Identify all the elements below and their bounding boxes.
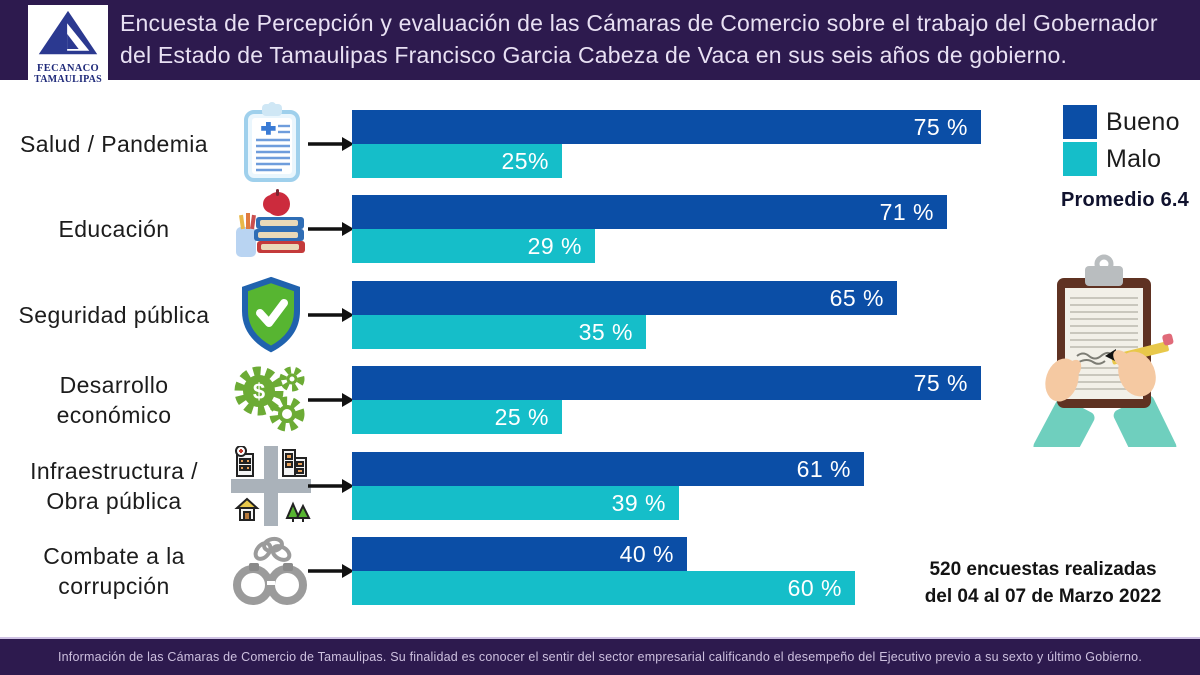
bar-value-label: 25%	[501, 148, 549, 174]
legend-item-bueno: Bueno	[1063, 105, 1180, 139]
footer-text: Información de las Cámaras de Comercio d…	[57, 650, 1143, 664]
arrow-icon	[308, 135, 354, 153]
bar-value-label: 71 %	[879, 199, 934, 225]
legend-label-bueno: Bueno	[1106, 107, 1180, 136]
bar-malo: 25%	[352, 144, 562, 178]
category-label: Salud / Pandemia	[20, 131, 208, 157]
bar-value-label: 25 %	[494, 404, 549, 430]
fecanaco-logo: FECANACO TAMAULIPAS	[28, 5, 108, 85]
city-infrastructure-icon	[228, 444, 314, 528]
bar-value-label: 35 %	[578, 319, 633, 345]
gears-dollar-icon: $	[228, 358, 314, 442]
category-label: Educación	[58, 216, 170, 242]
category-row: Seguridad pública 65 % 35 %	[0, 276, 1010, 353]
bar-malo: 25 %	[352, 400, 562, 434]
header-banner: Encuesta de Percepción y evaluación de l…	[0, 0, 1200, 80]
arrow-icon	[308, 391, 354, 409]
arrow-icon	[308, 220, 354, 238]
logo-org-text: FECANACO	[37, 63, 99, 74]
bar-value-label: 65 %	[829, 285, 884, 311]
survey-count-note: 520 encuestas realizadas del 04 al 07 de…	[924, 559, 1162, 607]
category-row: Desarrollo económico $75 % 25 %	[0, 366, 1010, 434]
bar-value-label: 75 %	[913, 114, 968, 140]
bar-value-label: 75 %	[913, 370, 968, 396]
bar-bueno: 65 %	[352, 281, 897, 315]
category-label: Seguridad pública	[18, 302, 210, 328]
legend-swatch-bueno	[1063, 105, 1097, 139]
legend-item-malo: Malo	[1063, 142, 1180, 176]
bar-malo: 39 %	[352, 486, 679, 520]
legend-label-malo: Malo	[1106, 144, 1162, 173]
bar-bueno: 75 %	[352, 110, 981, 144]
bar-malo: 35 %	[352, 315, 646, 349]
books-apple-icon	[228, 187, 314, 271]
logo-region-text: TAMAULIPAS	[34, 74, 102, 85]
bar-bueno: 40 %	[352, 537, 687, 571]
category-label: Infraestructura / Obra pública	[30, 458, 198, 514]
promedio-note: Promedio 6.4	[1061, 189, 1189, 211]
medical-clipboard-icon	[228, 102, 314, 186]
arrow-icon	[308, 306, 354, 324]
bar-value-label: 39 %	[611, 490, 666, 516]
category-row: Salud / Pandemia 75 % 25%	[0, 102, 1010, 182]
bar-pair: 75 % 25 %	[352, 366, 981, 434]
bar-pair: 40 % 60 %	[352, 537, 855, 605]
bar-pair: 65 % 35 %	[352, 281, 897, 349]
bar-bueno: 75 %	[352, 366, 981, 400]
category-row: Infraestructura / Obra pública 61 % 39 %	[0, 446, 1010, 526]
legend-swatch-malo	[1063, 142, 1097, 176]
arrow-icon	[308, 477, 354, 495]
bar-value-label: 29 %	[527, 233, 582, 259]
category-label: Combate a la corrupción	[43, 543, 185, 599]
bar-bueno: 61 %	[352, 452, 864, 486]
bar-malo: 29 %	[352, 229, 595, 263]
category-row: Educación 71 % 29 %	[0, 189, 1010, 263]
fecanaco-logo-icon	[37, 9, 99, 62]
bar-bueno: 71 %	[352, 195, 947, 229]
bar-pair: 61 % 39 %	[352, 452, 864, 520]
bar-malo: 60 %	[352, 571, 855, 605]
page-title: Encuesta de Percepción y evaluación de l…	[120, 10, 1158, 68]
bar-value-label: 40 %	[619, 541, 674, 567]
bar-value-label: 61 %	[796, 456, 851, 482]
chart-legend: Bueno Malo	[1063, 105, 1180, 179]
shield-check-icon	[228, 273, 314, 357]
handcuffs-icon	[228, 529, 314, 613]
bar-value-label: 60 %	[787, 575, 842, 601]
category-row: Combate a la corrupción 40 % 60 %	[0, 536, 1010, 605]
footer-banner: Información de las Cámaras de Comercio d…	[0, 637, 1200, 675]
category-label: Desarrollo económico	[56, 372, 172, 428]
arrow-icon	[308, 562, 354, 580]
bar-pair: 75 % 25%	[352, 110, 981, 178]
bar-pair: 71 % 29 %	[352, 195, 947, 263]
clipboard-writing-illustration	[1015, 252, 1190, 467]
svg-text:$: $	[253, 379, 265, 404]
